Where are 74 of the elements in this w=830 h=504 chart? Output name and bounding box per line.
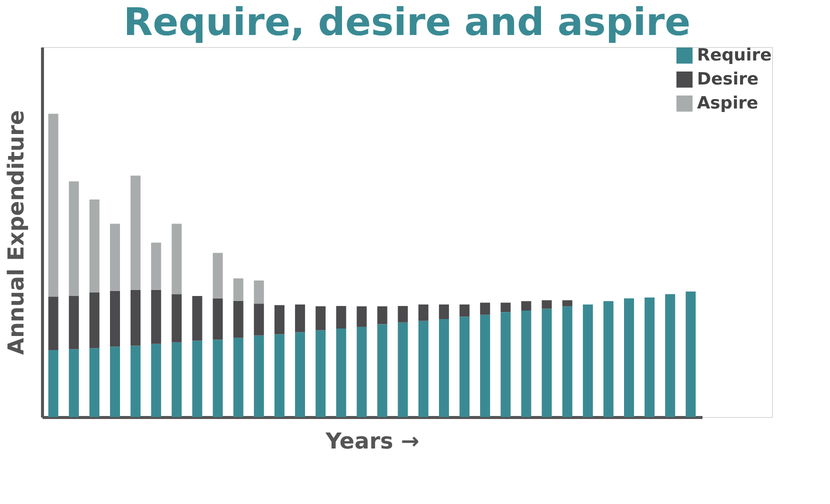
legend-label: Desire: [697, 70, 759, 90]
bar: [151, 344, 162, 417]
bar: [274, 305, 284, 334]
legend-label: Require: [697, 46, 772, 66]
legend-label: Aspire: [697, 94, 758, 114]
bar: [274, 334, 284, 417]
chart-title: Require, desire and aspire: [124, 0, 690, 44]
bar: [460, 304, 470, 317]
bar: [192, 296, 202, 341]
bar: [665, 294, 676, 417]
bar: [316, 330, 326, 417]
bar: [562, 306, 572, 417]
bar: [418, 320, 428, 417]
bar: [192, 340, 202, 417]
bar: [521, 310, 532, 417]
bar: [624, 298, 634, 417]
bar: [398, 306, 408, 322]
bar: [254, 335, 264, 417]
bar: [212, 340, 223, 417]
bar: [582, 304, 593, 417]
bar: [233, 338, 244, 417]
bar: [254, 304, 264, 336]
bar: [68, 349, 79, 417]
bar: [89, 200, 100, 292]
x-axis-title: Years →: [324, 430, 420, 454]
bar: [480, 314, 490, 417]
bar: [295, 332, 306, 417]
bar: [172, 342, 182, 417]
bar: [110, 224, 120, 291]
bar: [542, 308, 552, 417]
bar: [316, 306, 326, 330]
bar: [48, 114, 58, 297]
bar: [438, 304, 449, 320]
y-axis-title: Annual Expenditure: [4, 110, 30, 355]
bar: [48, 296, 58, 350]
bar: [521, 301, 532, 311]
bar: [89, 292, 100, 348]
bar: [377, 324, 388, 417]
bar: [89, 348, 100, 417]
bar: [130, 176, 141, 290]
bar: [151, 290, 162, 344]
bar: [356, 306, 367, 327]
bar: [130, 346, 141, 417]
bar: [110, 346, 120, 417]
bar: [172, 224, 182, 294]
bar: [336, 306, 346, 328]
bar: [336, 328, 346, 417]
bar: [172, 294, 182, 342]
bar: [233, 278, 244, 301]
bar: [377, 306, 388, 324]
bar: [500, 302, 511, 312]
bar: [398, 322, 408, 417]
bar: [212, 252, 223, 298]
bar: [418, 304, 428, 321]
bar: [603, 301, 614, 417]
bar: [356, 326, 367, 417]
bar: [460, 316, 470, 417]
bar: [562, 300, 572, 306]
bar: [254, 280, 264, 304]
bar: [68, 181, 79, 296]
bar: [151, 242, 162, 290]
bar: [110, 290, 120, 347]
bar: [233, 300, 244, 338]
bar: [438, 319, 449, 417]
bar: [480, 302, 490, 315]
bar: [644, 298, 655, 417]
bar: [295, 304, 306, 332]
bar: [48, 350, 58, 417]
bar: [130, 290, 141, 346]
bar: [686, 291, 696, 417]
bar: [500, 312, 511, 417]
bar: [542, 300, 552, 309]
bar: [212, 298, 223, 340]
bar: [68, 296, 79, 350]
